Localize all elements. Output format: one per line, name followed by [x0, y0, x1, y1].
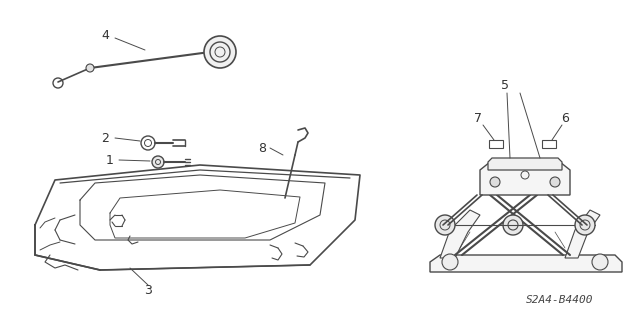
Polygon shape — [430, 255, 622, 272]
Circle shape — [592, 254, 608, 270]
Circle shape — [86, 64, 94, 72]
Polygon shape — [440, 210, 480, 258]
Text: 6: 6 — [561, 111, 569, 124]
Circle shape — [152, 156, 164, 168]
Circle shape — [204, 36, 236, 68]
Polygon shape — [565, 210, 600, 258]
Circle shape — [490, 177, 500, 187]
Text: 1: 1 — [106, 154, 114, 166]
Text: 2: 2 — [101, 132, 109, 145]
Text: 8: 8 — [258, 141, 266, 155]
Circle shape — [442, 254, 458, 270]
Text: 4: 4 — [101, 28, 109, 42]
Polygon shape — [480, 162, 570, 195]
Text: 3: 3 — [144, 284, 152, 297]
Text: 7: 7 — [474, 111, 482, 124]
Circle shape — [575, 215, 595, 235]
Text: S2A4-B4400: S2A4-B4400 — [526, 295, 594, 305]
Text: 5: 5 — [501, 78, 509, 92]
Polygon shape — [488, 158, 562, 170]
Circle shape — [435, 215, 455, 235]
Circle shape — [503, 215, 523, 235]
Circle shape — [550, 177, 560, 187]
